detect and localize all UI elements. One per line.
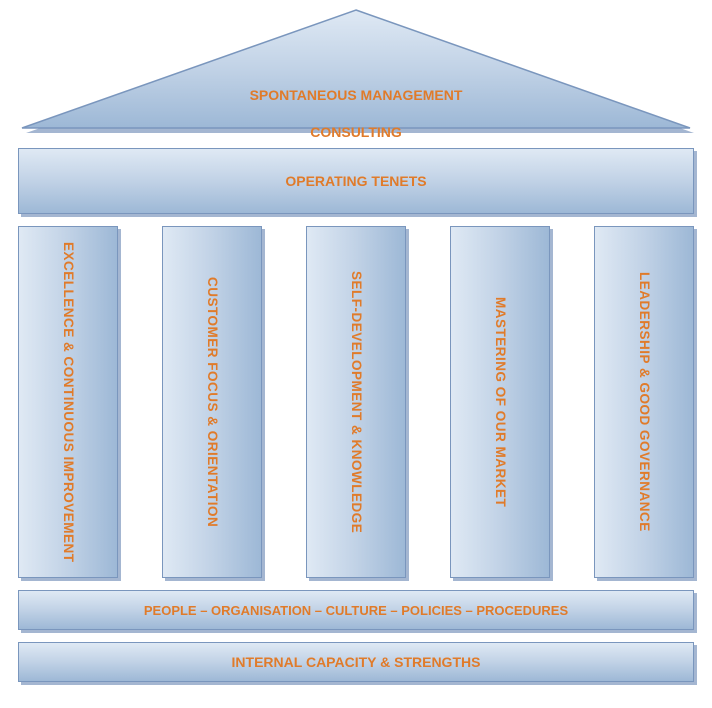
entablature: OPERATING TENETS [18,148,694,214]
pillars-row: EXCELLENCE & CONTINUOUS IMPROVEMENT CUST… [18,226,694,578]
pillar-5: LEADERSHIP & GOOD GOVERNANCE [594,226,694,578]
pillar-1-label: EXCELLENCE & CONTINUOUS IMPROVEMENT [58,242,78,563]
entablature-label: OPERATING TENETS [285,173,426,189]
roof-title-line2: CONSULTING [310,124,402,140]
pillar-3-label: SELF-DEVELOPMENT & KNOWLEDGE [346,271,366,533]
temple-diagram: SPONTANEOUS MANAGEMENT CONSULTING OPERAT… [18,8,694,682]
pillar-4: MASTERING OF OUR MARKET [450,226,550,578]
foundation: INTERNAL CAPACITY & STRENGTHS [18,642,694,682]
foundation-label: INTERNAL CAPACITY & STRENGTHS [232,654,481,670]
pillar-2-label: CUSTOMER FOCUS & ORIENTATION [202,277,222,527]
pillar-1: EXCELLENCE & CONTINUOUS IMPROVEMENT [18,226,118,578]
pillar-4-label: MASTERING OF OUR MARKET [490,297,510,507]
roof-title: SPONTANEOUS MANAGEMENT CONSULTING [250,68,463,141]
roof-title-line1: SPONTANEOUS MANAGEMENT [250,87,463,103]
pillar-5-label: LEADERSHIP & GOOD GOVERNANCE [634,272,654,532]
pillar-2: CUSTOMER FOCUS & ORIENTATION [162,226,262,578]
roof: SPONTANEOUS MANAGEMENT CONSULTING [18,8,694,136]
pillar-3: SELF-DEVELOPMENT & KNOWLEDGE [306,226,406,578]
stylobate-label: PEOPLE – ORGANISATION – CULTURE – POLICI… [144,603,568,618]
stylobate: PEOPLE – ORGANISATION – CULTURE – POLICI… [18,590,694,630]
